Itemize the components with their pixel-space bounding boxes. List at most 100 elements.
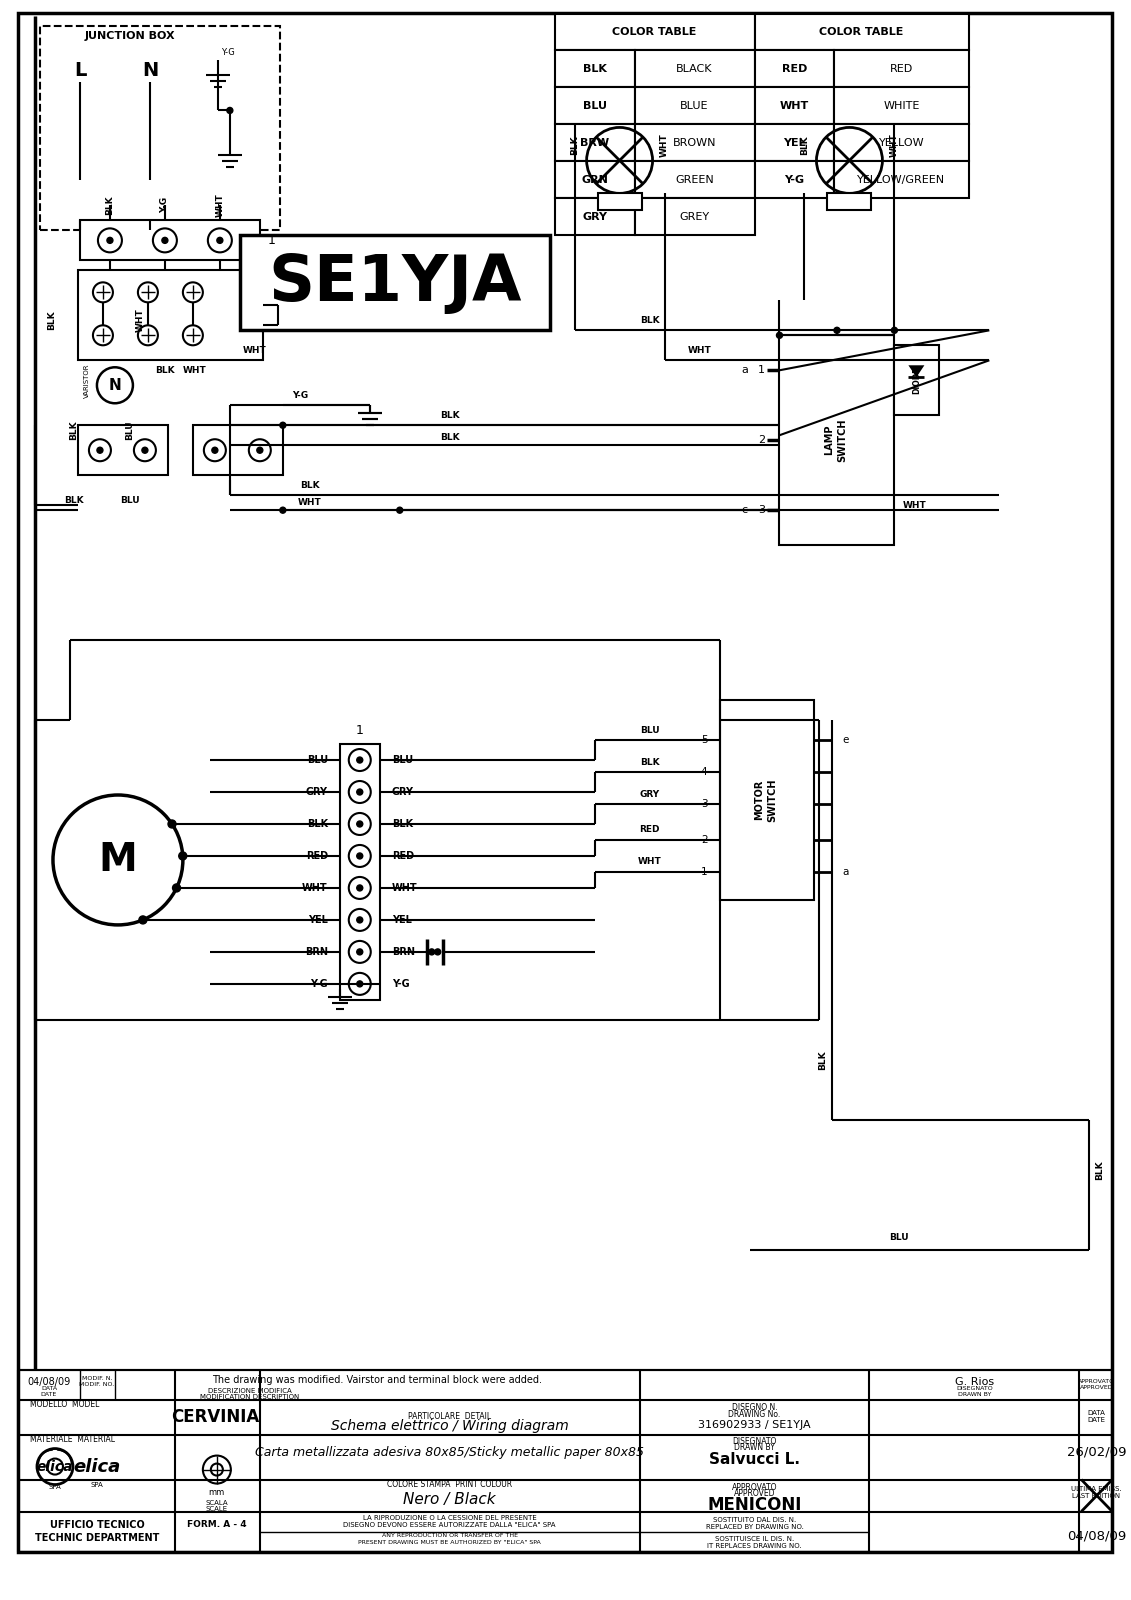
Bar [634, 88, 754, 125]
Text: BLU: BLU [391, 755, 413, 765]
Circle shape [356, 917, 363, 923]
Bar [80, 221, 260, 261]
Text: BLK: BLK [570, 136, 579, 155]
Text: WHT: WHT [183, 366, 207, 374]
Circle shape [891, 328, 897, 333]
Text: SE1YJA: SE1YJA [268, 251, 521, 314]
Text: WHT: WHT [243, 346, 267, 355]
Text: GRY: GRY [391, 787, 414, 797]
Text: WHITE: WHITE [883, 101, 920, 110]
Text: Y-G: Y-G [221, 48, 234, 58]
Circle shape [179, 851, 187, 859]
Text: N: N [109, 378, 121, 392]
Bar [634, 51, 754, 88]
Circle shape [434, 949, 441, 955]
Circle shape [356, 949, 363, 955]
Text: BLK: BLK [69, 421, 78, 440]
Bar [754, 13, 969, 51]
Text: WHT: WHT [638, 858, 662, 867]
Text: BLK: BLK [440, 432, 459, 442]
Text: e: e [843, 734, 849, 746]
Text: BLK: BLK [818, 1050, 827, 1070]
Text: Y-G: Y-G [391, 979, 409, 989]
Text: RED: RED [305, 851, 328, 861]
Text: BLK: BLK [1095, 1160, 1104, 1179]
Text: L: L [74, 61, 86, 80]
Text: a: a [843, 867, 849, 877]
Text: 1: 1 [701, 867, 708, 877]
Text: BLU: BLU [640, 725, 659, 734]
Circle shape [356, 821, 363, 827]
Text: COLOR TABLE: COLOR TABLE [612, 27, 697, 37]
Text: BRN: BRN [304, 947, 328, 957]
Text: BLU: BLU [890, 1234, 909, 1242]
Bar [193, 426, 283, 475]
Bar [779, 336, 895, 546]
Text: ANY REPRODUCTION OR TRANSFER OF THE: ANY REPRODUCTION OR TRANSFER OF THE [381, 1533, 518, 1538]
Text: SOSTITUISCE IL DIS. N.: SOSTITUISCE IL DIS. N. [715, 1536, 794, 1541]
Text: WHT: WHT [903, 501, 926, 510]
Text: BLU: BLU [120, 496, 140, 504]
Circle shape [211, 448, 218, 453]
Text: MENICONI: MENICONI [707, 1496, 802, 1514]
Text: WHT: WHT [391, 883, 417, 893]
Text: 1: 1 [356, 723, 364, 736]
Text: elica: elica [74, 1458, 121, 1475]
Text: BLK: BLK [155, 366, 174, 374]
Text: LA RIPRODUZIONE O LA CESSIONE DEL PRESENTE: LA RIPRODUZIONE O LA CESSIONE DEL PRESEN… [363, 1515, 536, 1520]
Text: DESCRIZIONE MODIFICA: DESCRIZIONE MODIFICA [208, 1387, 292, 1394]
Text: Salvucci L.: Salvucci L. [709, 1453, 800, 1467]
Text: BLK: BLK [64, 496, 84, 504]
Text: PRESENT DRAWING MUST BE AUTHORIZED BY "ELICA" SPA: PRESENT DRAWING MUST BE AUTHORIZED BY "E… [359, 1541, 541, 1546]
Text: 04/08/09: 04/08/09 [1067, 1530, 1125, 1542]
Text: YEL: YEL [308, 915, 328, 925]
Bar [835, 51, 969, 88]
Circle shape [429, 949, 434, 955]
Text: RED: RED [391, 851, 414, 861]
Text: 5: 5 [701, 734, 708, 746]
Circle shape [777, 333, 783, 338]
Text: 2: 2 [701, 835, 708, 845]
Circle shape [397, 507, 403, 514]
Text: YELLOW: YELLOW [879, 138, 924, 147]
Text: Carta metallizzata adesiva 80x85/Sticky metallic paper 80x85: Carta metallizzata adesiva 80x85/Sticky … [256, 1446, 645, 1459]
Bar [554, 13, 754, 51]
Text: DRAWN BY: DRAWN BY [734, 1443, 775, 1453]
Text: Y-G: Y-G [292, 390, 308, 400]
Bar [835, 162, 969, 198]
Bar [634, 125, 754, 162]
Circle shape [141, 448, 148, 453]
Text: PARTICOLARE  DETAIL: PARTICOLARE DETAIL [408, 1413, 491, 1421]
Text: DATA
DATE: DATA DATE [1087, 1410, 1105, 1422]
Circle shape [217, 237, 223, 243]
Text: BLK: BLK [391, 819, 413, 829]
Text: MODIF. N.
MODIF. NO.: MODIF. N. MODIF. NO. [79, 1376, 114, 1387]
Text: RED: RED [890, 64, 913, 74]
Text: WHT: WHT [890, 133, 899, 157]
Text: mm: mm [209, 1488, 225, 1498]
Text: CERVINIA: CERVINIA [171, 1408, 259, 1426]
Text: MODIFICATION DESCRIPTION: MODIFICATION DESCRIPTION [200, 1394, 300, 1400]
Bar [554, 198, 634, 235]
Bar [597, 194, 641, 210]
Text: a: a [741, 365, 748, 376]
Text: LAMP: LAMP [824, 426, 834, 456]
Circle shape [162, 237, 167, 243]
Text: BLK: BLK [800, 136, 809, 155]
Bar [754, 162, 835, 198]
Bar [754, 51, 835, 88]
Circle shape [356, 885, 363, 891]
Text: SCALE: SCALE [206, 1506, 228, 1512]
Circle shape [356, 757, 363, 763]
Text: Schema elettrico / Wiring diagram: Schema elettrico / Wiring diagram [331, 1419, 569, 1432]
Text: YEL: YEL [391, 915, 412, 925]
Text: COLOR TABLE: COLOR TABLE [819, 27, 904, 37]
Text: BLK: BLK [440, 411, 459, 419]
Text: DISEGNATO: DISEGNATO [732, 1437, 777, 1446]
Text: 2: 2 [758, 435, 765, 445]
Text: Nero / Black: Nero / Black [404, 1493, 497, 1507]
Text: MATERIALE  MATERIAL: MATERIALE MATERIAL [31, 1435, 115, 1445]
Text: DISEGNO N.: DISEGNO N. [732, 1403, 777, 1413]
Text: 4: 4 [701, 766, 708, 778]
Text: SPA: SPA [90, 1482, 103, 1488]
